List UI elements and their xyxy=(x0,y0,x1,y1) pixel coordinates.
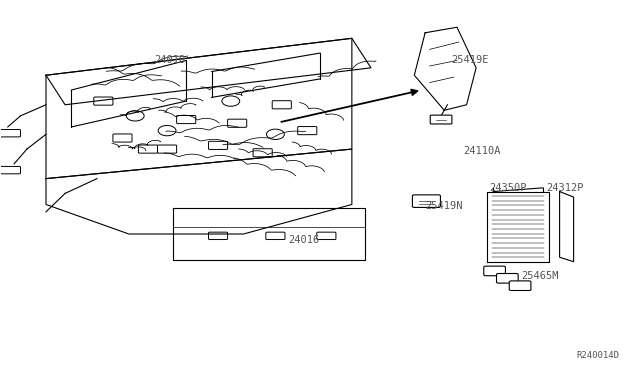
Polygon shape xyxy=(414,27,476,110)
Text: 24010: 24010 xyxy=(155,55,186,65)
FancyBboxPatch shape xyxy=(228,119,246,127)
Text: 24312P: 24312P xyxy=(547,183,584,193)
FancyBboxPatch shape xyxy=(138,145,157,153)
FancyBboxPatch shape xyxy=(0,129,20,137)
FancyBboxPatch shape xyxy=(317,232,336,240)
FancyBboxPatch shape xyxy=(509,281,531,291)
FancyBboxPatch shape xyxy=(412,195,440,208)
Text: 25419N: 25419N xyxy=(426,201,463,211)
FancyBboxPatch shape xyxy=(94,97,113,105)
Text: 24110A: 24110A xyxy=(464,146,501,156)
FancyBboxPatch shape xyxy=(209,141,228,150)
FancyBboxPatch shape xyxy=(298,126,317,135)
FancyBboxPatch shape xyxy=(113,134,132,142)
Text: 25465M: 25465M xyxy=(521,272,559,282)
FancyBboxPatch shape xyxy=(484,266,506,276)
Text: R240014D: R240014D xyxy=(577,350,620,359)
FancyBboxPatch shape xyxy=(177,115,196,124)
FancyBboxPatch shape xyxy=(209,232,228,240)
Text: 24016: 24016 xyxy=(289,234,320,244)
FancyBboxPatch shape xyxy=(266,232,285,240)
FancyBboxPatch shape xyxy=(253,149,272,157)
FancyBboxPatch shape xyxy=(430,115,452,124)
FancyBboxPatch shape xyxy=(272,101,291,109)
Polygon shape xyxy=(487,192,549,262)
FancyBboxPatch shape xyxy=(497,273,518,283)
FancyBboxPatch shape xyxy=(157,145,177,153)
Text: 24350P: 24350P xyxy=(489,183,527,193)
Polygon shape xyxy=(559,192,573,262)
FancyBboxPatch shape xyxy=(0,166,20,174)
Text: 25419E: 25419E xyxy=(451,55,488,65)
